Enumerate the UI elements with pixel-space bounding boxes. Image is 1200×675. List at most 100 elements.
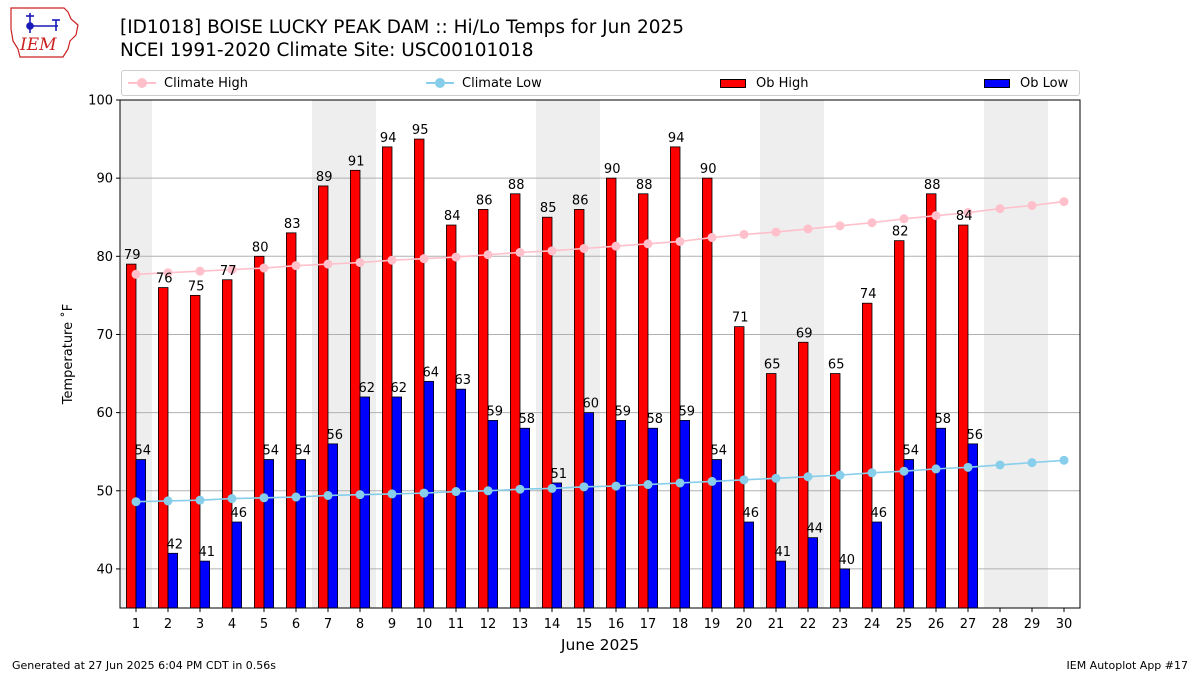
climate-high-point-21 (771, 227, 781, 237)
climate-low-point-17 (643, 480, 653, 490)
climate-high-point-28 (995, 204, 1005, 214)
climate-low-point-7 (323, 490, 333, 500)
climate-high-point-22 (803, 224, 813, 234)
generated-timestamp: Generated at 27 Jun 2025 6:04 PM CDT in … (12, 659, 277, 672)
ob-low-bar-2 (167, 552, 179, 609)
ob-low-bar-3 (199, 560, 211, 609)
climate-high-point-12 (483, 250, 493, 260)
ob-low-label-12: 59 (487, 404, 504, 419)
climate-low-point-28 (995, 460, 1005, 470)
ob-high-bar-6 (285, 232, 297, 609)
ob-high-label-4: 77 (220, 264, 237, 279)
ob-high-label-13: 88 (508, 178, 525, 193)
climate-low-point-10 (419, 488, 429, 498)
ob-low-label-17: 58 (647, 412, 664, 427)
ob-low-label-14: 51 (551, 467, 568, 482)
climate-low-point-13 (515, 484, 525, 494)
ob-high-bar-9 (381, 146, 393, 609)
chart-subtitle: NCEI 1991-2020 Climate Site: USC00101018 (120, 40, 534, 61)
legend-item-climate-high: Climate High (128, 71, 248, 95)
ob-high-bar-4 (221, 279, 233, 609)
x-tick-label-27: 27 (960, 617, 977, 632)
legend-item-ob-low: Ob Low (984, 71, 1068, 95)
chart-legend: Climate High Climate Low Ob High Ob Low (121, 70, 1080, 96)
weather-station-icon (26, 13, 60, 33)
ob-low-label-26: 58 (935, 412, 952, 427)
x-tick-label-19: 19 (704, 617, 721, 632)
chart-title: [ID1018] BOISE LUCKY PEAK DAM :: Hi/Lo T… (120, 17, 685, 38)
climate-high-point-6 (291, 261, 301, 271)
ob-low-bar-6 (295, 459, 307, 609)
x-tick-label-6: 6 (292, 617, 300, 632)
climate-low-point-14 (547, 483, 557, 493)
climate-low-point-25 (899, 466, 909, 476)
y-tick-label-100: 100 (88, 94, 113, 109)
ob-low-label-25: 54 (903, 444, 920, 459)
ob-high-bar-23 (830, 373, 841, 609)
climate-high-point-18 (675, 236, 685, 246)
ob-high-bar-5 (253, 255, 265, 609)
ob-low-bar-12 (487, 420, 499, 609)
climate-low-swatch (426, 78, 454, 88)
climate-low-point-4 (227, 494, 237, 504)
x-tick-label-5: 5 (260, 617, 268, 632)
ob-high-label-14: 85 (540, 201, 557, 216)
x-tick-label-24: 24 (864, 617, 881, 632)
ob-high-label-25: 82 (892, 225, 909, 240)
climate-high-point-27 (963, 208, 973, 218)
y-tick-label-80: 80 (96, 250, 113, 265)
ob-low-bar-25 (903, 459, 915, 609)
climate-low-line (135, 459, 1065, 503)
ob-low-bar-5 (263, 459, 275, 609)
x-tick-label-1: 1 (132, 617, 140, 632)
ob-high-label-22: 69 (796, 326, 813, 341)
climate-low-point-5 (259, 493, 269, 503)
ob-high-label-16: 90 (604, 162, 621, 177)
legend-label-climate-low: Climate Low (462, 75, 542, 91)
ob-low-bar-18 (679, 420, 691, 609)
ob-high-bar-1 (126, 263, 137, 609)
x-tick-label-17: 17 (640, 617, 657, 632)
climate-low-point-18 (675, 478, 685, 488)
ob-high-bar-3 (189, 294, 201, 609)
ob-low-label-27: 56 (967, 428, 984, 443)
climate-low-point-20 (739, 475, 749, 485)
ob-low-label-16: 59 (615, 404, 632, 419)
climate-high-point-5 (259, 263, 269, 273)
ob-low-bar-22 (807, 537, 819, 609)
x-tick-label-26: 26 (928, 617, 945, 632)
ob-high-bar-20 (734, 326, 745, 609)
ob-low-label-20: 46 (743, 506, 760, 521)
weekend-shade-28 (984, 100, 1016, 608)
x-tick-label-4: 4 (228, 617, 236, 632)
ob-high-label-27: 84 (956, 209, 973, 224)
y-tick-label-40: 40 (96, 562, 113, 577)
climate-high-point-19 (707, 233, 717, 243)
ob-low-label-2: 42 (167, 537, 184, 552)
logo-text: IEM (19, 35, 57, 55)
climate-high-point-14 (547, 246, 557, 256)
ob-low-bar-24 (871, 521, 883, 609)
ob-high-label-5: 80 (252, 240, 269, 255)
ob-low-label-23: 40 (839, 553, 856, 568)
ob-low-bar-8 (359, 396, 371, 609)
y-tick-label-50: 50 (96, 484, 113, 499)
ob-low-label-15: 60 (583, 397, 600, 412)
ob-high-label-23: 65 (828, 358, 845, 373)
ob-high-bar-19 (702, 177, 713, 609)
ob-low-label-5: 54 (263, 444, 280, 459)
climate-low-point-12 (483, 486, 493, 496)
climate-high-point-10 (419, 254, 429, 264)
ob-low-bar-9 (391, 396, 403, 609)
ob-high-label-3: 75 (188, 279, 205, 294)
ob-high-label-18: 94 (668, 131, 685, 146)
ob-high-bar-24 (862, 302, 873, 609)
x-tick-label-10: 10 (416, 617, 433, 632)
x-tick-label-11: 11 (448, 617, 465, 632)
ob-high-bar-7 (317, 185, 329, 609)
climate-high-point-13 (515, 247, 525, 257)
climate-low-point-6 (291, 492, 301, 502)
y-axis-label: Temperature ˚F (60, 304, 76, 405)
ob-low-swatch (984, 78, 1010, 88)
